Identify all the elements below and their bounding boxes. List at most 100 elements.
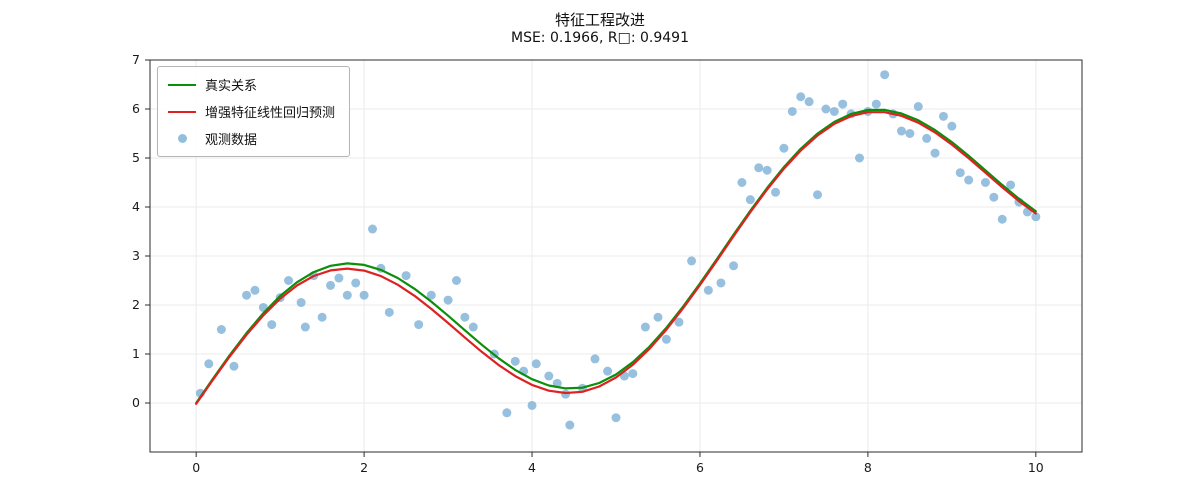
scatter-point <box>896 126 906 136</box>
scatter-point <box>745 195 755 205</box>
scatter-point <box>334 273 344 283</box>
y-tick-label: 6 <box>132 101 140 116</box>
scatter-point <box>468 322 478 332</box>
legend-item: 真实关系 <box>168 75 335 94</box>
scatter-point <box>426 290 436 300</box>
scatter-point <box>947 121 957 131</box>
scatter-point <box>955 168 965 178</box>
scatter-point <box>384 307 394 317</box>
chart-subtitle: MSE: 0.1966, R□: 0.9491 <box>511 30 689 46</box>
y-tick-label: 3 <box>132 248 140 263</box>
scatter-point <box>250 285 260 295</box>
scatter-point <box>565 420 575 430</box>
line-swatch-icon <box>168 110 196 113</box>
scatter-point <box>687 256 697 266</box>
scatter-point <box>284 276 294 285</box>
scatter-point <box>829 106 839 116</box>
scatter-point <box>443 295 453 305</box>
scatter-point <box>716 278 726 288</box>
scatter-point <box>905 129 915 138</box>
scatter-point <box>880 70 890 80</box>
legend: 真实关系增强特征线性回归预测 观测数据 <box>157 66 351 157</box>
scatter-point <box>414 320 424 330</box>
line-swatch-icon <box>168 83 196 86</box>
chart-title: 特征工程改进 <box>554 11 645 29</box>
y-tick-label: 7 <box>132 52 140 67</box>
y-tick-label: 1 <box>132 346 140 361</box>
scatter-point <box>460 312 470 322</box>
scatter-point <box>997 214 1007 224</box>
x-tick-label: 8 <box>864 460 872 475</box>
scatter-point <box>561 389 571 399</box>
scatter-point <box>674 317 684 327</box>
legend-label: 观测数据 <box>205 133 258 148</box>
scatter-point <box>813 190 823 200</box>
scatter-point <box>628 369 638 379</box>
scatter-point <box>342 290 352 300</box>
scatter-point <box>762 165 772 175</box>
scatter-point <box>611 413 621 423</box>
scatter-point <box>922 133 932 143</box>
scatter-point <box>729 261 739 271</box>
scatter-point <box>317 312 327 322</box>
scatter-point <box>267 320 277 330</box>
scatter-point <box>821 104 831 114</box>
scatter-point <box>653 312 663 322</box>
legend-label: 增强特征线性回归预测 <box>205 106 336 121</box>
true-relation-line <box>195 108 1037 405</box>
scatter-point <box>1006 180 1016 190</box>
scatter-point <box>771 187 781 197</box>
scatter-swatch-icon <box>168 134 196 143</box>
scatter-point <box>401 271 411 281</box>
scatter-point <box>359 290 369 300</box>
y-tick-label: 2 <box>132 297 140 312</box>
x-tick-label: 6 <box>696 460 704 475</box>
scatter-point <box>930 148 940 158</box>
scatter-point <box>779 143 789 153</box>
scatter-point <box>854 153 864 163</box>
scatter-point <box>502 408 512 418</box>
scatter-point <box>351 278 361 288</box>
scatter-point <box>871 99 881 109</box>
scatter-point <box>204 359 214 369</box>
scatter-point <box>640 322 650 332</box>
scatter-point <box>326 280 336 290</box>
scatter-point <box>989 192 999 202</box>
scatter-point <box>804 97 814 107</box>
x-tick-label: 0 <box>192 460 200 475</box>
y-tick-label: 0 <box>132 395 140 410</box>
y-tick-label: 4 <box>132 199 140 214</box>
scatter-point <box>603 366 613 376</box>
scatter-point <box>300 322 310 332</box>
scatter-point <box>242 290 252 300</box>
legend-item: 观测数据 <box>168 129 335 148</box>
scatter-point <box>980 178 990 187</box>
scatter-point <box>368 224 378 234</box>
scatter-point <box>527 400 537 410</box>
scatter-point <box>229 361 239 371</box>
scatter-point <box>938 111 948 121</box>
scatter-point <box>964 175 974 185</box>
x-tick-label: 4 <box>528 460 536 475</box>
scatter-point <box>544 371 554 381</box>
scatter-point <box>1031 212 1041 222</box>
scatter-point <box>510 356 520 366</box>
y-tick-label: 5 <box>132 150 140 165</box>
scatter-point <box>787 106 797 116</box>
legend-label: 真实关系 <box>205 79 258 94</box>
scatter-point <box>796 92 806 102</box>
scatter-point <box>661 334 671 344</box>
scatter-point <box>913 102 923 112</box>
scatter-point <box>296 298 306 308</box>
legend-item: 增强特征线性回归预测 <box>168 102 335 121</box>
scatter-point <box>737 178 747 187</box>
scatter-point <box>703 285 713 295</box>
prediction-line <box>195 111 1037 405</box>
scatter-point <box>590 354 600 364</box>
scatter-point <box>754 163 764 173</box>
scatter-point <box>838 99 848 109</box>
x-tick-label: 2 <box>360 460 368 475</box>
scatter-point <box>216 325 226 334</box>
scatter-point <box>451 276 461 285</box>
